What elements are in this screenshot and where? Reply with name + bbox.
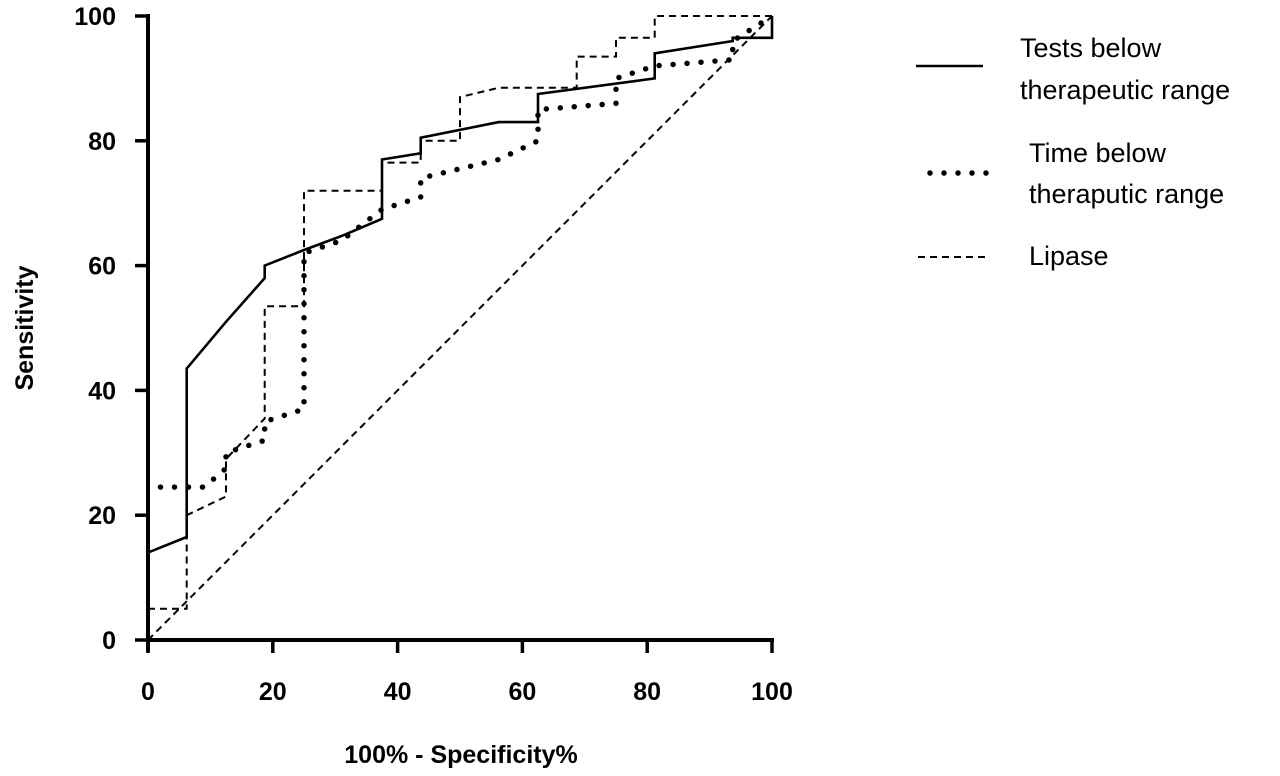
y-tick-label: 20 <box>88 502 116 530</box>
x-axis-title: 100% - Specificity% <box>344 741 577 769</box>
legend-label-tests-below-therapeutic-range: Tests below <box>1020 33 1162 63</box>
series-line-time-below-theraputic-range <box>157 13 775 490</box>
y-tick-label: 100 <box>74 3 116 31</box>
axes <box>146 14 774 652</box>
x-tick-label: 80 <box>633 678 661 706</box>
y-tick-label: 40 <box>88 377 116 405</box>
x-tick-label: 20 <box>259 678 287 706</box>
x-tick-label: 40 <box>384 678 412 706</box>
y-axis-title: Sensitivity <box>11 265 39 390</box>
legend: Tests below therapeutic range Time below th… <box>916 33 1230 271</box>
y-tick-label: 80 <box>88 128 116 156</box>
series-line-reference <box>147 15 773 641</box>
legend-label-time-below-theraputic-range: Time below <box>1029 138 1167 168</box>
plot-lines <box>147 13 775 641</box>
x-tick-label: 0 <box>141 678 155 706</box>
ticks: 0 20 40 60 80 100 0 20 40 60 80 100 <box>74 3 793 706</box>
y-tick-label: 60 <box>88 253 116 281</box>
legend-label-tests-below-therapeutic-range: therapeutic range <box>1020 75 1230 105</box>
x-tick-label: 60 <box>508 678 536 706</box>
y-tick-label: 0 <box>102 627 116 655</box>
legend-label-lipase: Lipase <box>1029 241 1109 271</box>
series-line-lipase <box>148 15 772 610</box>
legend-label-time-below-theraputic-range: theraputic range <box>1029 179 1224 209</box>
x-tick-label: 100 <box>751 678 793 706</box>
